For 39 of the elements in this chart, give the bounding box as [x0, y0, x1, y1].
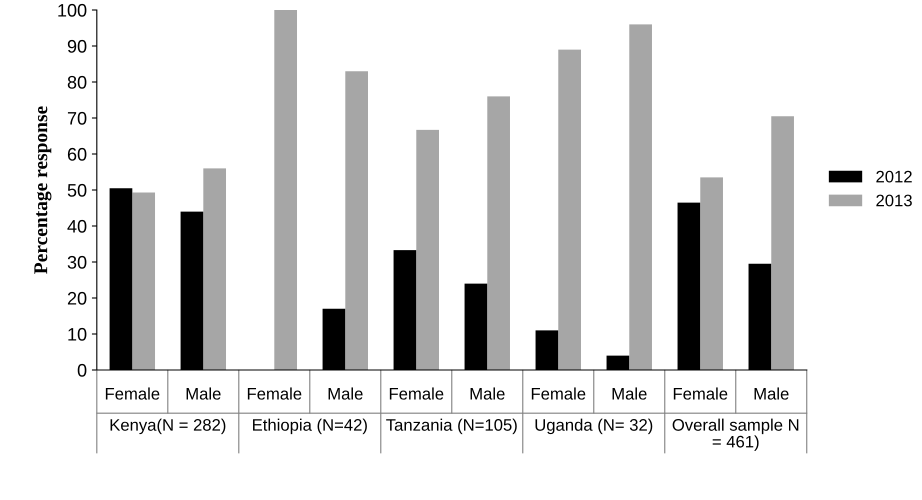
y-tick-label: 30: [68, 256, 86, 269]
text: Tanzania (N=105): [386, 418, 517, 434]
y-tick-label: 20: [68, 292, 86, 305]
x-tick-label: Male: [612, 387, 647, 400]
x-tick-label: Female: [674, 387, 728, 400]
y-tick-label: 80: [68, 76, 86, 89]
bar: [203, 168, 226, 370]
bar: [132, 192, 156, 370]
x-tick-label: Male: [470, 387, 505, 400]
y-tick-label: 70: [68, 112, 86, 125]
text: Uganda (N= 32): [536, 418, 652, 434]
y-axis-title: Percentage response: [34, 106, 52, 274]
legend-label: 2013: [876, 194, 912, 206]
bar: [558, 50, 581, 370]
y-tick-label: 10: [68, 328, 86, 341]
legend-label: 2012: [876, 170, 912, 183]
x-tick-label: Male: [328, 387, 363, 400]
bar: [487, 96, 510, 370]
text: Overall sample N = 461): [672, 418, 798, 451]
x-tick-label: Female: [390, 387, 444, 400]
bar: [771, 116, 794, 370]
x-tick-label: Male: [754, 387, 789, 400]
bar: [274, 10, 298, 370]
y-tick-label: 40: [67, 220, 86, 233]
x-tick-label: Female: [248, 387, 302, 400]
bar: [345, 71, 368, 370]
x-tick-label: Female: [532, 387, 586, 400]
y-tick-label: 100: [58, 4, 86, 17]
text: Ethiopia (N=42): [253, 418, 367, 434]
x-tick-label: Female: [106, 387, 160, 400]
bar: [629, 24, 652, 370]
bar: [416, 130, 439, 370]
y-tick-label: 50: [68, 184, 86, 197]
y-tick-label: 60: [68, 148, 86, 161]
y-tick-label: 90: [68, 40, 86, 53]
x-tick-label: Male: [186, 387, 221, 400]
bar: [700, 177, 723, 370]
text: Kenya(N = 282): [110, 418, 226, 434]
y-tick-label: 0: [78, 364, 86, 377]
